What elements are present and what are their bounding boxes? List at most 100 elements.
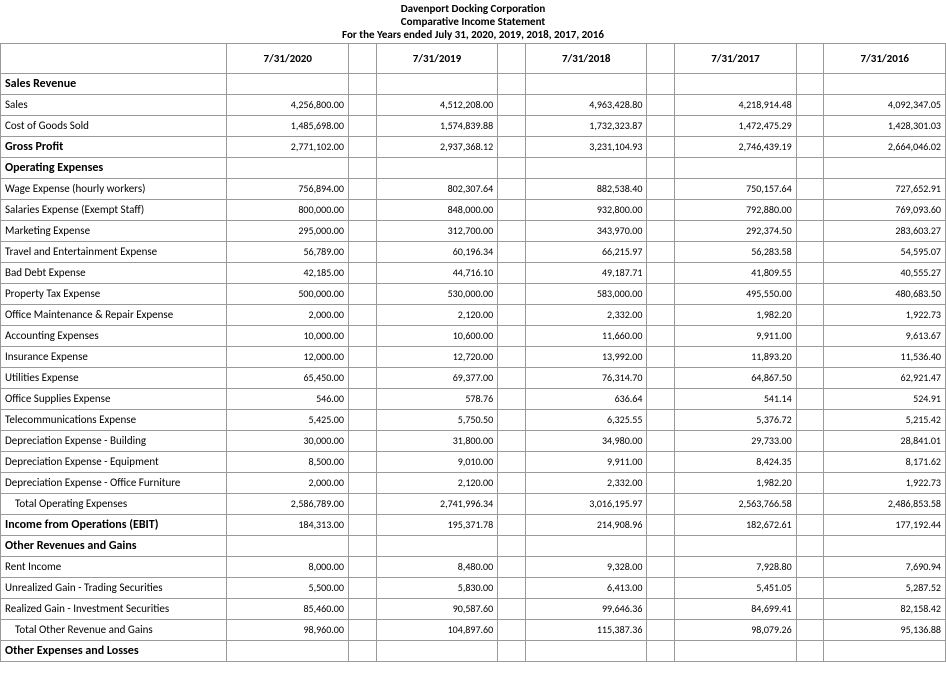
spacer-cell (796, 535, 824, 556)
spacer-cell (348, 472, 376, 493)
cell-value (525, 73, 646, 94)
cell-value: 82,158.42 (824, 598, 946, 619)
cell-value: 5,376.72 (675, 409, 796, 430)
spacer-cell (647, 283, 675, 304)
cell-value: 848,000.00 (376, 199, 497, 220)
cell-value: 66,215.97 (525, 241, 646, 262)
row-label: Realized Gain - Investment Securities (1, 598, 227, 619)
spacer-cell (348, 241, 376, 262)
spacer-cell (498, 367, 526, 388)
spacer-cell (498, 325, 526, 346)
spacer-cell (348, 430, 376, 451)
spacer-cell (498, 220, 526, 241)
cell-value: 184,313.00 (227, 514, 348, 535)
col-header-3: 7/31/2017 (675, 43, 796, 73)
cell-value: 5,830.00 (376, 577, 497, 598)
col-header-4: 7/31/2016 (824, 43, 946, 73)
cell-value (525, 640, 646, 661)
cell-value: 34,980.00 (525, 430, 646, 451)
spacer-cell (796, 514, 824, 535)
cell-value: 5,215.42 (824, 409, 946, 430)
spacer-cell (647, 514, 675, 535)
cell-value: 62,921.47 (824, 367, 946, 388)
spacer-col (348, 43, 376, 73)
spacer-cell (348, 640, 376, 661)
cell-value: 214,908.96 (525, 514, 646, 535)
spacer-cell (498, 451, 526, 472)
table-row: Depreciation Expense - Office Furniture2… (1, 472, 946, 493)
cell-value: 177,192.44 (824, 514, 946, 535)
cell-value: 85,460.00 (227, 598, 348, 619)
row-label: Sales Revenue (1, 73, 227, 94)
cell-value: 65,450.00 (227, 367, 348, 388)
cell-value: 11,536.40 (824, 346, 946, 367)
cell-value: 283,603.27 (824, 220, 946, 241)
table-row: Telecommunications Expense5,425.005,750.… (1, 409, 946, 430)
cell-value: 41,809.55 (675, 262, 796, 283)
cell-value: 4,963,428.80 (525, 94, 646, 115)
cell-value (824, 73, 946, 94)
spacer-cell (796, 451, 824, 472)
table-row: Rent Income8,000.008,480.009,328.007,928… (1, 556, 946, 577)
spacer-cell (348, 136, 376, 157)
spacer-cell (647, 325, 675, 346)
cell-value: 9,328.00 (525, 556, 646, 577)
spacer-cell (796, 388, 824, 409)
cell-value: 756,894.00 (227, 178, 348, 199)
spacer-cell (647, 136, 675, 157)
spacer-cell (498, 556, 526, 577)
spacer-cell (348, 598, 376, 619)
cell-value: 11,893.20 (675, 346, 796, 367)
table-row: Depreciation Expense - Equipment8,500.00… (1, 451, 946, 472)
table-row: Bad Debt Expense42,185.0044,716.1049,187… (1, 262, 946, 283)
spacer-cell (647, 409, 675, 430)
cell-value: 2,486,853.58 (824, 493, 946, 514)
cell-value: 4,256,800.00 (227, 94, 348, 115)
spacer-cell (647, 619, 675, 640)
row-label: Accounting Expenses (1, 325, 227, 346)
spacer-cell (647, 388, 675, 409)
cell-value: 90,587.60 (376, 598, 497, 619)
spacer-cell (796, 409, 824, 430)
spacer-cell (796, 157, 824, 178)
row-label: Rent Income (1, 556, 227, 577)
cell-value: 7,928.80 (675, 556, 796, 577)
row-label: Property Tax Expense (1, 283, 227, 304)
spacer-cell (498, 115, 526, 136)
spacer-cell (796, 304, 824, 325)
cell-value: 12,720.00 (376, 346, 497, 367)
spacer-cell (498, 598, 526, 619)
cell-value (824, 157, 946, 178)
row-label: Other Revenues and Gains (1, 535, 227, 556)
cell-value: 530,000.00 (376, 283, 497, 304)
cell-value (824, 640, 946, 661)
cell-value: 4,512,208.00 (376, 94, 497, 115)
spacer-cell (498, 157, 526, 178)
period-line: For the Years ended July 31, 2020, 2019,… (0, 28, 946, 41)
cell-value: 2,771,102.00 (227, 136, 348, 157)
table-row: Marketing Expense295,000.00312,700.00343… (1, 220, 946, 241)
row-label: Depreciation Expense - Equipment (1, 451, 227, 472)
income-statement-sheet: Davenport Docking Corporation Comparativ… (0, 0, 946, 692)
spacer-cell (498, 73, 526, 94)
cell-value: 64,867.50 (675, 367, 796, 388)
spacer-cell (647, 199, 675, 220)
income-statement-table: 7/31/2020 7/31/2019 7/31/2018 7/31/2017 … (0, 43, 946, 662)
table-row: Operating Expenses (1, 157, 946, 178)
cell-value: 84,699.41 (675, 598, 796, 619)
spacer-cell (348, 577, 376, 598)
cell-value: 98,960.00 (227, 619, 348, 640)
row-label: Insurance Expense (1, 346, 227, 367)
cell-value: 1,732,323.87 (525, 115, 646, 136)
spacer-cell (796, 115, 824, 136)
cell-value: 500,000.00 (227, 283, 348, 304)
spacer-cell (796, 598, 824, 619)
spacer-cell (348, 409, 376, 430)
table-row: Utilities Expense65,450.0069,377.0076,31… (1, 367, 946, 388)
cell-value: 2,664,046.02 (824, 136, 946, 157)
table-body: Sales RevenueSales4,256,800.004,512,208.… (1, 73, 946, 661)
cell-value: 11,660.00 (525, 325, 646, 346)
cell-value (824, 535, 946, 556)
spacer-cell (647, 73, 675, 94)
company-name: Davenport Docking Corporation (0, 2, 946, 15)
